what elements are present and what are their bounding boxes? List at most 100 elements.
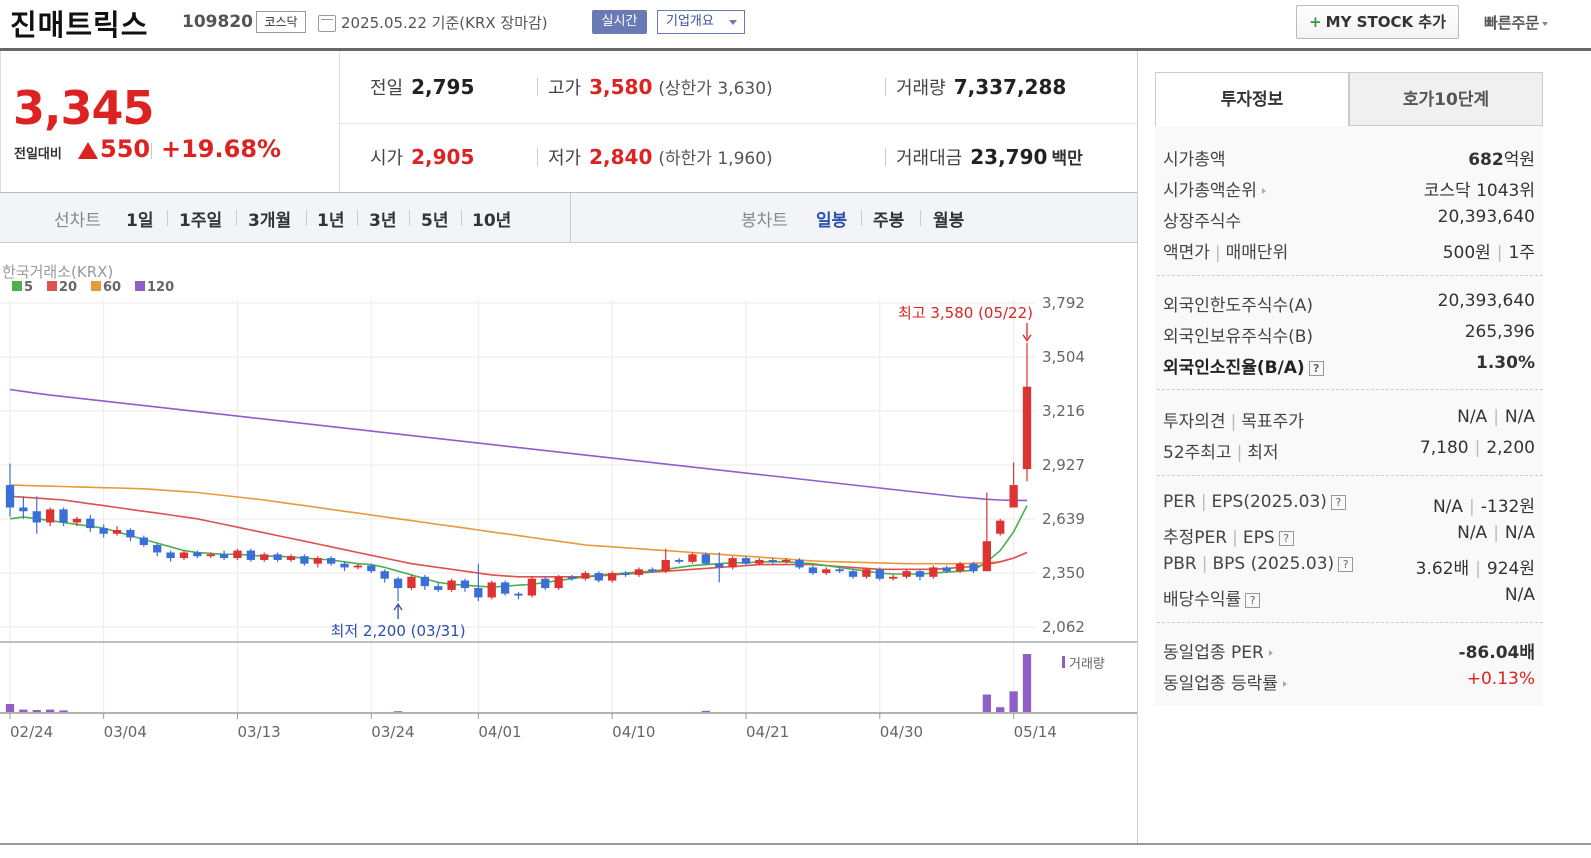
chart-legend: 5 20 60 120 [12, 280, 174, 295]
stock-code: 109820 [182, 12, 253, 32]
stat-value: 3,580 [589, 75, 653, 99]
row-foreign-limit: 외국인한도주식수(A) 20,393,640 [1163, 291, 1535, 317]
divider: | [1496, 243, 1503, 263]
legend-label: 120 [147, 280, 174, 295]
tab-line-chart[interactable]: 선차트 [54, 211, 101, 231]
opinion-label: 투자의견 [1163, 412, 1226, 432]
tab-period-1w[interactable]: 1주일 [179, 211, 223, 231]
tab-period-3m[interactable]: 3개월 [248, 211, 292, 231]
candle-body [688, 554, 697, 562]
candle-body [206, 554, 215, 557]
x-tick-label: 04/30 [880, 723, 923, 741]
price-chart[interactable]: 한국거래소(KRX) 5 20 60 120 3,792 3,504 3,216 2,927… [0, 243, 1137, 843]
tab-period-10y[interactable]: 10년 [472, 211, 512, 231]
y-tick-label: 2,062 [1042, 618, 1085, 636]
w52-low-label: 최저 [1247, 443, 1279, 463]
candle-body [621, 573, 630, 575]
volume-bar [1022, 654, 1032, 712]
stat-label: 전일 [370, 78, 404, 99]
help-icon[interactable]: ? [1245, 593, 1261, 608]
candle-body [889, 576, 898, 579]
tab-order-book[interactable]: 호가10단계 [1349, 72, 1543, 126]
chevron-right-icon [1282, 681, 1287, 687]
tab-monthly[interactable]: 월봉 [933, 211, 965, 231]
y-tick-label: 3,792 [1042, 294, 1085, 312]
chevron-down-icon [1542, 21, 1549, 26]
tab-invest-info[interactable]: 투자정보 [1155, 72, 1349, 126]
row-label: PBR | BPS (2025.03)? [1163, 554, 1354, 574]
help-icon[interactable]: ? [1308, 361, 1324, 376]
divider: | [1201, 554, 1208, 574]
y-tick-label: 2,639 [1042, 510, 1085, 528]
row-value: 1.30% [1476, 353, 1535, 373]
divider [1157, 389, 1543, 390]
x-tick-label: 02/24 [10, 723, 53, 741]
unit-value: 1주 [1508, 243, 1535, 263]
row-label: 추정PER | EPS? [1163, 523, 1294, 548]
row-label: 시가총액 [1163, 150, 1226, 170]
divider [461, 210, 462, 226]
tab-candle-chart[interactable]: 봉차트 [741, 211, 788, 231]
help-icon[interactable]: ? [1330, 495, 1346, 510]
divider: | [1236, 443, 1243, 463]
tab-period-1d[interactable]: 1일 [126, 211, 154, 231]
candle-body [286, 556, 296, 560]
divider [1157, 475, 1543, 476]
candle-body [59, 509, 68, 523]
candle-body [674, 559, 684, 562]
company-overview-button[interactable]: 기업개요 [657, 10, 745, 34]
row-label: 52주최고 | 최저 [1163, 438, 1279, 463]
volume-bar [1009, 691, 1018, 712]
quick-order-button[interactable]: 빠른주문 [1484, 12, 1549, 33]
divider [537, 78, 538, 96]
volume-bar [393, 711, 403, 712]
candle-body [86, 518, 95, 529]
low-annotation: 최저 2,200 (03/31) [331, 622, 466, 640]
price-summary: 3,345 전일대비 550 +19.68% [0, 51, 340, 192]
price-stats [340, 51, 1137, 192]
divider: | [1232, 528, 1238, 548]
row-value: 20,393,640 [1437, 291, 1535, 311]
divider [306, 210, 307, 226]
tab-period-1y[interactable]: 1년 [317, 211, 345, 231]
realtime-button[interactable]: 실시간 [592, 10, 647, 34]
help-icon[interactable]: ? [1338, 557, 1354, 572]
row-value: N/A | N/A [1457, 523, 1535, 543]
tab-period-5y[interactable]: 5년 [421, 211, 449, 231]
volume-bar [59, 710, 68, 712]
current-price: 3,345 [13, 81, 155, 135]
divider [861, 210, 862, 226]
y-tick-label: 3,216 [1042, 402, 1085, 420]
row-cap-rank[interactable]: 시가총액순위 코스닥 1043위 [1163, 176, 1535, 202]
candle-body [353, 565, 363, 568]
help-icon[interactable]: ? [1278, 531, 1294, 546]
row-sector-change[interactable]: 동일업종 등락률 +0.13% [1163, 669, 1535, 695]
candle-body [701, 554, 710, 564]
row-label: 시가총액순위 [1163, 176, 1266, 201]
up-arrow-icon [78, 142, 98, 159]
stat-value: 2,795 [411, 75, 475, 99]
divider: | [1474, 438, 1481, 458]
my-stock-add-button[interactable]: + MY STOCK 추가 [1296, 5, 1459, 39]
tab-period-3y[interactable]: 3년 [369, 211, 397, 231]
market-badge: 코스닥 [256, 11, 306, 33]
x-tick-label: 03/04 [104, 723, 147, 741]
divider [409, 210, 410, 226]
row-label: 외국인보유주식수(B) [1163, 327, 1314, 347]
ma5-line [9, 505, 1028, 588]
volume-bars: 거래량 [5, 654, 1105, 712]
row-par-value: 액면가 | 매매단위 500원 | 1주 [1163, 238, 1535, 264]
foreign-ratio-value: 1.30% [1476, 353, 1535, 373]
x-tick-label: 03/24 [371, 723, 414, 741]
w52-high-value: 7,180 [1419, 438, 1469, 458]
y-axis: 3,792 3,504 3,216 2,927 2,639 2,350 2,062 [1042, 294, 1085, 636]
stat-value: 7,337,288 [953, 75, 1067, 99]
candle-body [768, 559, 777, 562]
legend-label: 60 [103, 280, 121, 295]
tab-weekly[interactable]: 주봉 [873, 211, 905, 231]
candle-body [219, 554, 229, 559]
moving-averages [9, 388, 1028, 588]
tab-daily[interactable]: 일봉 [816, 211, 848, 231]
volume-bar [5, 704, 15, 712]
row-sector-per[interactable]: 동일업종 PER -86.04배 [1163, 638, 1535, 664]
